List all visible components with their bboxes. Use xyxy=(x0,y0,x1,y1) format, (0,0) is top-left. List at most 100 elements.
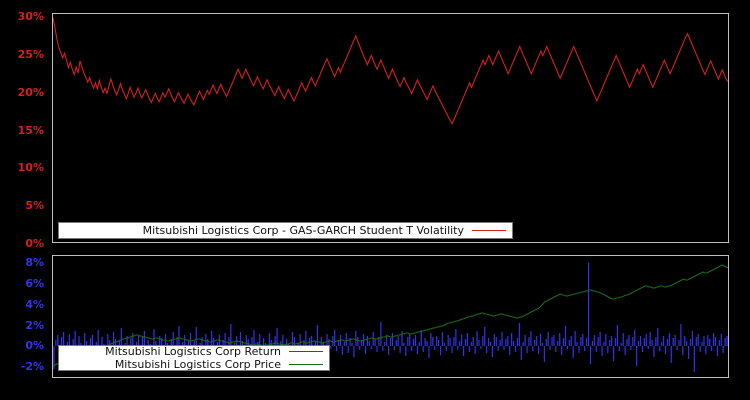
return-bar xyxy=(466,333,469,346)
return-bar xyxy=(582,334,584,346)
return-bar xyxy=(112,332,115,346)
return-bar xyxy=(409,334,411,346)
return-bar xyxy=(520,346,522,360)
price-line xyxy=(53,264,728,368)
return-bar xyxy=(589,346,592,364)
return-bar xyxy=(551,337,553,346)
return-bar xyxy=(661,342,663,346)
return-bar xyxy=(286,339,288,346)
return-bar xyxy=(136,342,138,346)
return-bar xyxy=(403,343,405,346)
return-bar xyxy=(595,346,597,352)
legend-swatch-return xyxy=(289,351,323,352)
return-bar xyxy=(547,332,549,346)
return-bar xyxy=(72,339,74,346)
return-bar xyxy=(668,333,670,346)
return-bar xyxy=(326,334,328,346)
return-bar xyxy=(703,336,705,346)
y-tick-label: 2% xyxy=(25,319,44,332)
return-bar xyxy=(711,346,713,351)
return-bar xyxy=(478,340,480,346)
return-bar xyxy=(95,342,97,346)
return-bar xyxy=(672,338,674,346)
legend-label-return: Mitsubishi Logistics Corp Return xyxy=(105,345,281,358)
return-bar xyxy=(562,338,565,346)
volatility-line-svg xyxy=(53,17,728,125)
return-bar xyxy=(391,333,394,346)
return-bar xyxy=(130,338,132,346)
return-bar xyxy=(137,335,140,346)
return-bar xyxy=(222,340,224,346)
return-bar xyxy=(557,341,559,346)
return-bar xyxy=(514,346,517,352)
return-bar xyxy=(91,335,94,346)
return-bar xyxy=(484,327,486,346)
volatility-y-axis: 30% 25% 20% 15% 10% 5% 0% xyxy=(0,0,44,250)
return-bar xyxy=(166,343,169,346)
y-tick-label: 8% xyxy=(25,256,44,269)
return-bar xyxy=(459,341,461,346)
return-bar xyxy=(709,339,711,346)
return-bar xyxy=(353,346,355,357)
return-bar xyxy=(430,333,432,346)
return-bar xyxy=(647,346,649,349)
return-bar xyxy=(141,337,144,346)
volatility-panel: 30% 25% 20% 15% 10% 5% 0% Mitsubishi Logistics… xyxy=(0,0,729,250)
return-bar xyxy=(512,341,515,346)
return-bar xyxy=(386,335,388,346)
return-bar xyxy=(199,343,201,346)
return-bar xyxy=(53,346,55,369)
return-bar xyxy=(457,346,459,350)
return-bar xyxy=(359,346,361,350)
return-bar xyxy=(62,332,65,346)
return-bar xyxy=(101,337,103,346)
return-bar xyxy=(643,338,645,346)
return-bar xyxy=(74,331,76,346)
return-bar xyxy=(282,335,284,346)
return-y-axis: 8% 6% 4% 2% 0% -2% xyxy=(0,250,44,400)
return-bar xyxy=(580,337,582,346)
return-bar xyxy=(436,336,438,346)
return-bar xyxy=(639,336,642,346)
return-bar xyxy=(716,346,719,356)
return-price-legend[interactable]: Mitsubishi Logistics Corp Return Mitsubi… xyxy=(58,345,330,371)
return-bar xyxy=(570,336,572,346)
return-bar xyxy=(641,346,644,352)
return-bar xyxy=(187,340,190,346)
return-bar xyxy=(545,339,547,346)
return-bar xyxy=(528,337,530,346)
return-bar xyxy=(726,336,728,346)
return-bar xyxy=(676,346,678,350)
return-bar xyxy=(205,334,207,346)
return-bar xyxy=(316,325,319,346)
return-bar xyxy=(437,340,440,346)
return-bar xyxy=(84,333,86,346)
return-bar xyxy=(693,346,695,372)
return-bar xyxy=(195,327,197,346)
return-bar xyxy=(401,331,403,346)
return-bar xyxy=(505,339,507,346)
return-bar xyxy=(382,346,384,351)
return-bar xyxy=(234,343,236,346)
return-bar xyxy=(364,346,367,354)
return-bar xyxy=(537,346,540,354)
return-bar xyxy=(587,263,590,346)
return-bar xyxy=(416,346,419,354)
return-bar xyxy=(374,339,376,346)
return-bar xyxy=(566,346,569,349)
return-bar xyxy=(143,331,145,346)
y-tick-label: 5% xyxy=(25,199,44,212)
y-tick-label: 25% xyxy=(17,48,44,61)
return-bar xyxy=(687,346,690,359)
volatility-legend[interactable]: Mitsubishi Logistics Corp - GAS-GARCH St… xyxy=(58,222,513,239)
return-bar xyxy=(470,342,472,346)
return-bar xyxy=(399,346,401,353)
return-bar xyxy=(539,334,542,346)
return-bar xyxy=(518,323,520,346)
y-tick-label: 0% xyxy=(25,237,44,250)
return-bar xyxy=(159,336,161,346)
return-bar xyxy=(393,346,395,350)
return-bar xyxy=(605,334,607,346)
return-bar xyxy=(462,346,465,356)
legend-swatch-price xyxy=(289,364,323,365)
